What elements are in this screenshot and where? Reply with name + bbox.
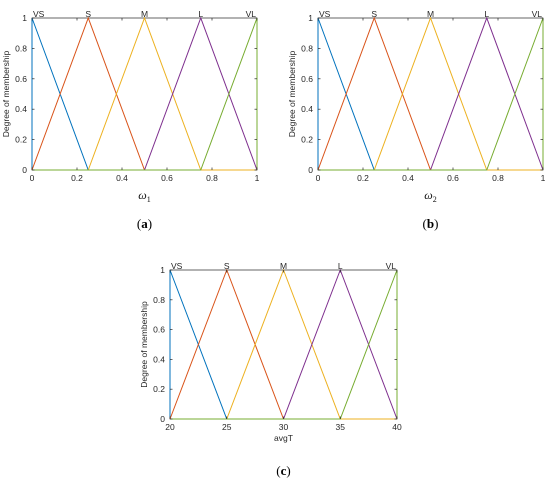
y-axis-label: Degree of membership	[1, 51, 11, 138]
y-tick-label: 1	[308, 13, 313, 23]
x-tick-label: 25	[222, 422, 232, 432]
plot-area	[169, 269, 398, 420]
mf-label-m: M	[280, 261, 287, 271]
x-tick-label: 35	[336, 422, 346, 432]
mf-label-vs: VS	[33, 9, 45, 19]
x-tick-label: 0.8	[492, 173, 504, 183]
y-tick-label: 1	[22, 13, 27, 23]
plot-area	[31, 17, 258, 171]
mf-label-s: S	[85, 9, 91, 19]
plot-area	[317, 17, 544, 171]
mf-label-m: M	[427, 9, 434, 19]
x-tick-label: 0.8	[206, 173, 218, 183]
mf-label-l: L	[338, 261, 343, 271]
mf-label-s: S	[224, 261, 230, 271]
mf-label-m: M	[141, 9, 148, 19]
mf-label-vl: VL	[386, 261, 397, 271]
y-tick-label: 0.2	[15, 135, 27, 145]
mf-label-vl: VL	[532, 9, 543, 19]
x-tick-label: 0.2	[71, 173, 83, 183]
mf-label-vs: VS	[319, 9, 331, 19]
y-tick-label: 0.4	[153, 354, 165, 364]
panel-label: (c)	[276, 463, 290, 478]
series-line-vl	[32, 17, 258, 171]
x-axis-label: ω1	[138, 188, 150, 204]
y-tick-label: 0.2	[301, 135, 313, 145]
y-tick-label: 0.4	[301, 104, 313, 114]
y-tick-label: 0.8	[153, 295, 165, 305]
y-tick-label: 0	[160, 414, 165, 424]
x-tick-label: 40	[392, 422, 402, 432]
x-tick-label: 0.6	[447, 173, 459, 183]
y-tick-label: 0	[22, 165, 27, 175]
x-axis-label: avgT	[274, 433, 293, 443]
x-tick-label: 0	[316, 173, 321, 183]
x-tick-label: 0.6	[161, 173, 173, 183]
y-tick-label: 0.8	[15, 43, 27, 53]
y-tick-label: 0.2	[153, 384, 165, 394]
y-axis-label: Degree of membership	[139, 301, 149, 388]
chart-panel-c: VS S M L VL 20 25 30 35 40 0 0.2 0.4 0.6 0.8 1 Degree of…	[139, 261, 402, 478]
chart-panel-b: VS S M L VL 0 0.2 0.4 0.6 0.8 1 0 0.2 0.4 0.6 0.8 1 Degre…	[287, 9, 546, 231]
x-tick-label: 0	[30, 173, 35, 183]
mf-label-l: L	[198, 9, 203, 19]
x-tick-label: 0.4	[402, 173, 414, 183]
y-tick-label: 1	[160, 265, 165, 275]
y-tick-label: 0.4	[15, 104, 27, 114]
x-tick-label: 1	[255, 173, 260, 183]
y-tick-label: 0.8	[301, 43, 313, 53]
series-line-vl	[318, 17, 544, 171]
mf-label-vs: VS	[171, 261, 183, 271]
y-tick-label: 0.6	[153, 325, 165, 335]
y-tick-label: 0	[308, 165, 313, 175]
x-tick-label: 0.2	[357, 173, 369, 183]
x-tick-label: 0.4	[116, 173, 128, 183]
x-tick-label: 1	[541, 173, 546, 183]
y-axis-label: Degree of membership	[287, 51, 297, 138]
chart-panel-a: VS S M L VL 0 0.2 0.4 0.6 0.8 1 0 0.2 0.4 0.6 0.8 1 Degre…	[1, 9, 260, 231]
mf-label-vl: VL	[246, 9, 257, 19]
x-axis-label: ω2	[424, 188, 436, 204]
series-line-vl	[170, 269, 398, 420]
panel-label: (a)	[137, 216, 152, 231]
x-tick-label: 30	[279, 422, 289, 432]
y-tick-label: 0.6	[301, 74, 313, 84]
panel-label: (b)	[423, 216, 439, 231]
x-tick-label: 20	[165, 422, 175, 432]
mf-label-s: S	[371, 9, 377, 19]
mf-label-l: L	[484, 9, 489, 19]
y-tick-label: 0.6	[15, 74, 27, 84]
